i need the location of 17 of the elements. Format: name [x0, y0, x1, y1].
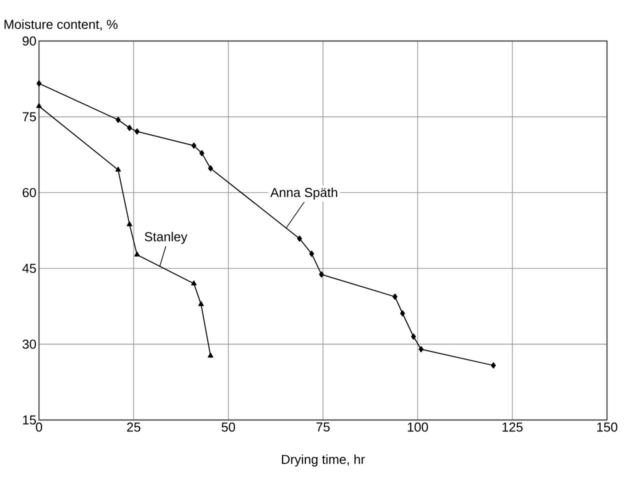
x-tick-label: 125: [502, 422, 523, 432]
x-tick-label: 25: [127, 422, 140, 432]
y-tick-label: 90: [22, 36, 36, 46]
x-tick-label: 0: [36, 422, 42, 432]
y-axis-title: Moisture content, %: [4, 19, 118, 30]
series-label: Stanley: [144, 232, 188, 244]
y-tick-label: 75: [22, 112, 36, 122]
series-label: Anna Späth: [270, 188, 338, 200]
x-tick-label: 100: [408, 422, 428, 432]
x-tick-label: 75: [316, 422, 330, 432]
y-tick-label: 15: [23, 415, 36, 425]
x-tick-label: 150: [597, 422, 618, 432]
y-tick-label: 45: [22, 264, 36, 273]
y-tick-label: 60: [22, 188, 36, 198]
y-tick-label: 30: [22, 340, 36, 349]
x-tick-label: 50: [222, 422, 236, 432]
x-axis-title: Drying time, hr: [282, 454, 365, 467]
